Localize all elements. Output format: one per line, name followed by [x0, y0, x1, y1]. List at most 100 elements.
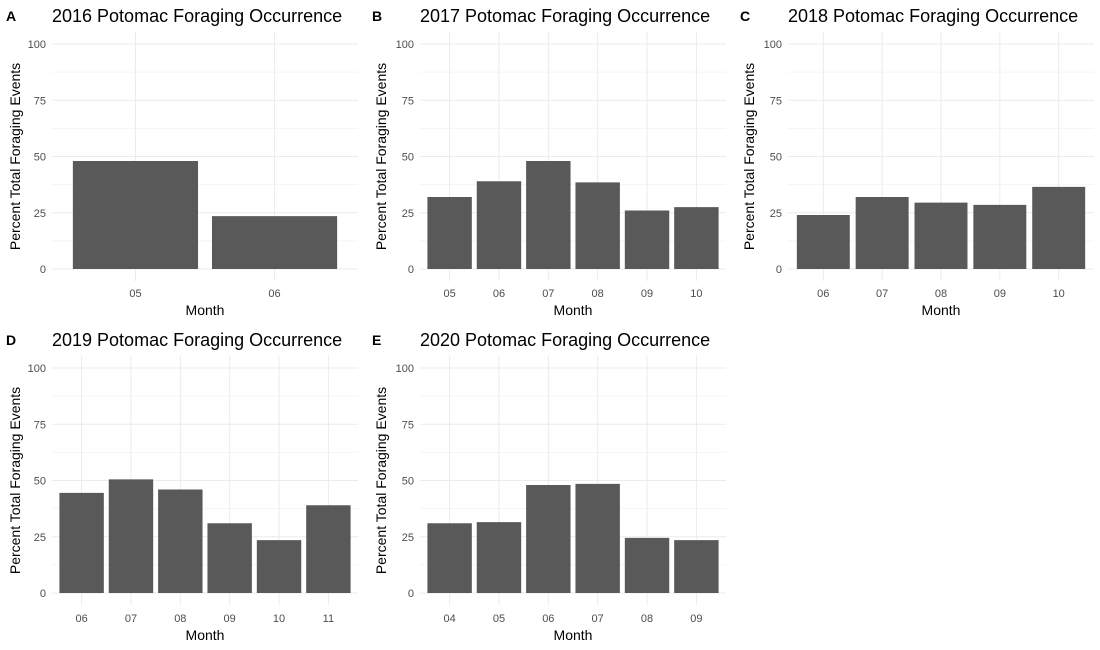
x-tick-label: 10	[1053, 288, 1065, 300]
chart-title: 2020 Potomac Foraging Occurrence	[420, 330, 710, 350]
y-axis-label: Percent Total Foraging Events	[7, 387, 23, 574]
x-tick-label: 09	[641, 288, 653, 300]
y-tick-label: 75	[34, 419, 46, 431]
panel-label: E	[372, 332, 381, 348]
bar-07	[855, 197, 909, 269]
y-tick-label: 25	[402, 208, 414, 220]
y-tick-label: 50	[402, 152, 414, 164]
x-tick-label: 08	[174, 613, 186, 625]
y-tick-label: 100	[396, 363, 414, 375]
bar-10	[674, 207, 719, 269]
bar-07	[526, 161, 571, 269]
panel-label: D	[6, 332, 16, 348]
panel-label: A	[6, 8, 16, 24]
bar-07	[108, 479, 154, 593]
bar-04	[427, 523, 472, 593]
chart-panel-a: 0 25 50 75 100 05 06 2016 Potomac Foraging Occu…	[6, 6, 358, 318]
y-tick-label: 75	[770, 95, 782, 107]
x-tick-label: 08	[641, 613, 653, 625]
bar-09	[624, 210, 670, 269]
x-axis-label: Month	[186, 627, 225, 643]
y-tick-label: 50	[402, 476, 414, 488]
bar-10	[256, 540, 302, 593]
bar-08	[575, 182, 620, 269]
y-tick-label: 25	[770, 208, 782, 220]
x-tick-label: 05	[443, 288, 455, 300]
y-tick-label: 0	[408, 264, 414, 276]
x-tick-label: 06	[542, 613, 554, 625]
y-tick-label: 25	[34, 532, 46, 544]
chart-panel-b: 0 25 50 75 100 05 06 07 08 09 10 2017 Potomac Forag…	[372, 6, 726, 318]
y-axis-label: Percent Total Foraging Events	[373, 387, 389, 574]
x-tick-label: 06	[493, 288, 505, 300]
x-tick-label: 06	[268, 288, 280, 300]
chart-title: 2016 Potomac Foraging Occurrence	[52, 6, 342, 26]
x-tick-label: 10	[273, 613, 285, 625]
bar-09	[973, 204, 1027, 269]
y-axis-label: Percent Total Foraging Events	[373, 63, 389, 250]
y-axis-label: Percent Total Foraging Events	[7, 63, 23, 250]
x-axis-label: Month	[554, 302, 593, 318]
chart-title: 2019 Potomac Foraging Occurrence	[52, 330, 342, 350]
y-tick-label: 100	[764, 39, 782, 51]
bar-09	[207, 523, 252, 593]
bar-08	[158, 489, 203, 593]
x-tick-label: 09	[994, 288, 1006, 300]
panel-label: C	[740, 8, 750, 24]
x-tick-label: 11	[323, 613, 334, 625]
y-tick-label: 25	[402, 532, 414, 544]
x-axis-label: Month	[922, 302, 961, 318]
x-tick-label: 07	[876, 288, 888, 300]
y-tick-label: 50	[34, 476, 46, 488]
bar-06	[796, 215, 850, 269]
bar-06	[526, 485, 571, 593]
x-tick-label: 08	[935, 288, 947, 300]
x-tick-label: 09	[690, 613, 702, 625]
bar-05	[427, 197, 472, 269]
x-tick-label: 07	[592, 613, 604, 625]
chart-panel-d: 0 25 50 75 100 06 07 08 09 10 11 2019 Potomac Forag…	[6, 330, 358, 643]
y-tick-label: 75	[34, 95, 46, 107]
y-tick-label: 100	[28, 39, 46, 51]
y-tick-label: 50	[770, 152, 782, 164]
chart-title: 2018 Potomac Foraging Occurrence	[788, 6, 1078, 26]
chart-panel-c: 0 25 50 75 100 06 07 08 09 10 2018 Potomac Foragin…	[740, 6, 1094, 318]
x-tick-label: 09	[224, 613, 236, 625]
x-tick-label: 07	[542, 288, 554, 300]
x-tick-label: 07	[125, 613, 137, 625]
chart-panel-e: 0 25 50 75 100 04 05 06 07 08 09 2020 Potomac Forag…	[372, 330, 726, 643]
x-tick-label: 05	[129, 288, 141, 300]
y-tick-label: 100	[396, 39, 414, 51]
y-tick-label: 0	[40, 264, 46, 276]
chart-title: 2017 Potomac Foraging Occurrence	[420, 6, 710, 26]
bar-11	[306, 505, 351, 593]
y-tick-label: 75	[402, 419, 414, 431]
y-tick-label: 0	[776, 264, 782, 276]
x-tick-label: 04	[443, 613, 455, 625]
x-axis-label: Month	[554, 627, 593, 643]
x-tick-label: 05	[493, 613, 505, 625]
x-tick-label: 06	[75, 613, 87, 625]
x-tick-label: 10	[690, 288, 702, 300]
bar-07	[575, 483, 620, 593]
y-tick-label: 75	[402, 95, 414, 107]
y-tick-label: 100	[28, 363, 46, 375]
bar-08	[914, 202, 968, 269]
y-tick-label: 0	[40, 588, 46, 600]
x-tick-label: 06	[817, 288, 829, 300]
bar-08	[624, 537, 670, 593]
y-tick-label: 25	[34, 208, 46, 220]
bar-06	[211, 216, 338, 269]
y-tick-label: 50	[34, 152, 46, 164]
bar-05	[72, 161, 199, 269]
x-tick-label: 08	[592, 288, 604, 300]
bar-06	[476, 181, 522, 269]
y-axis-label: Percent Total Foraging Events	[741, 63, 757, 250]
y-tick-label: 0	[408, 588, 414, 600]
bar-10	[1032, 186, 1086, 269]
panel-label: B	[372, 8, 382, 24]
bar-09	[674, 540, 719, 593]
bar-06	[59, 492, 104, 593]
x-axis-label: Month	[186, 302, 225, 318]
